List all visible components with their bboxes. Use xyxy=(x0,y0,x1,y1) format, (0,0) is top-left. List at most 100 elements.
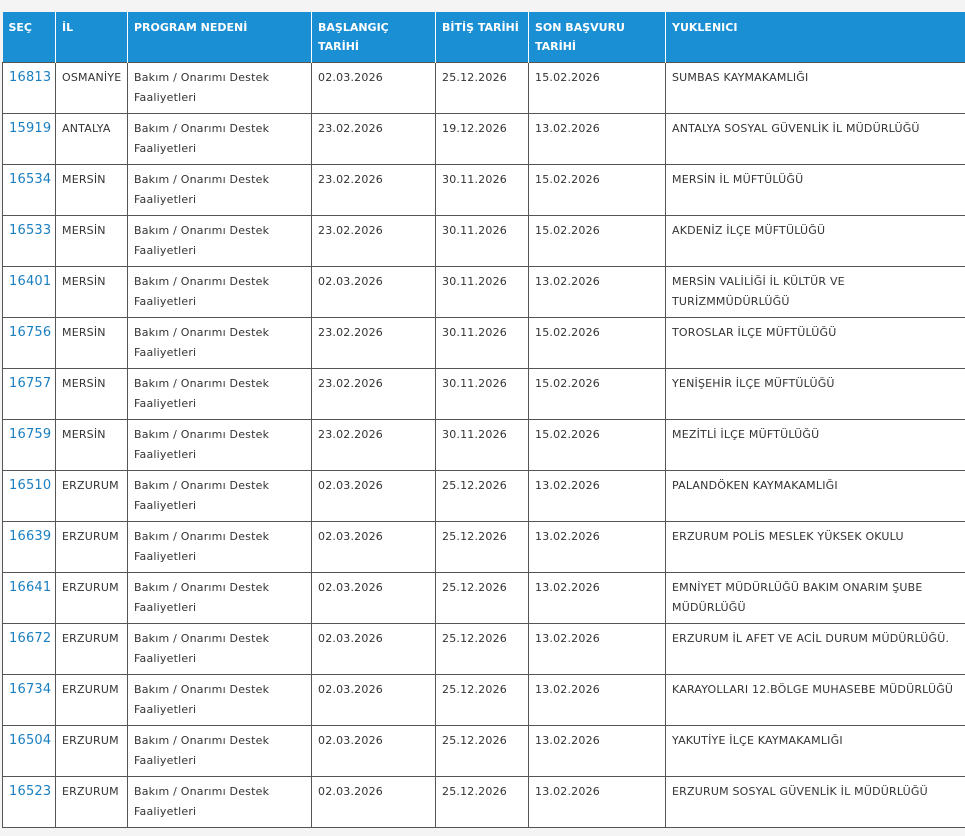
table-cell: 30.11.2026 xyxy=(435,266,529,318)
table-cell: KARAYOLLARI 12.BÖLGE MUHASEBE MÜDÜRLÜĞÜ xyxy=(665,674,965,726)
table-cell: Bakım / Onarımı Destek Faaliyetleri xyxy=(127,623,312,675)
table-cell: 15.02.2026 xyxy=(528,419,666,471)
record-id-link[interactable]: 16759 xyxy=(2,419,56,471)
table-row: 16534 MERSİN Bakım / Onarımı Destek Faaliy… xyxy=(2,164,965,216)
table-cell: Bakım / Onarımı Destek Faaliyetleri xyxy=(127,113,312,165)
table-cell: 25.12.2026 xyxy=(435,776,529,828)
table-cell: Bakım / Onarımı Destek Faaliyetleri xyxy=(127,572,312,624)
table-cell: Bakım / Onarımı Destek Faaliyetleri xyxy=(127,62,312,114)
table-cell: 25.12.2026 xyxy=(435,725,529,777)
table-row: 16672 ERZURUM Bakım / Onarımı Destek Faali… xyxy=(2,623,965,675)
table-cell: ERZURUM POLİS MESLEK YÜKSEK OKULU xyxy=(665,521,965,573)
table-cell: ERZURUM xyxy=(55,470,128,522)
table-cell: 25.12.2026 xyxy=(435,521,529,573)
table-cell: 30.11.2026 xyxy=(435,419,529,471)
record-id-link[interactable]: 16510 xyxy=(2,470,56,522)
table-cell: ERZURUM xyxy=(55,776,128,828)
record-id-link[interactable]: 16401 xyxy=(2,266,56,318)
record-id-link[interactable]: 16672 xyxy=(2,623,56,675)
table-cell: 13.02.2026 xyxy=(528,470,666,522)
table-row: 16639 ERZURUM Bakım / Onarımı Destek Faali… xyxy=(2,521,965,573)
table-row: 16756 MERSİN Bakım / Onarımı Destek Faaliy… xyxy=(2,317,965,369)
record-id-link[interactable]: 16533 xyxy=(2,215,56,267)
table-cell: Bakım / Onarımı Destek Faaliyetleri xyxy=(127,419,312,471)
table-row: 16813 OSMANİYE Bakım / Onarımı Destek Faal… xyxy=(2,62,965,114)
table-cell: MEZİTLİ İLÇE MÜFTÜLÜĞÜ xyxy=(665,419,965,471)
record-id-link[interactable]: 15919 xyxy=(2,113,56,165)
table-cell: 02.03.2026 xyxy=(311,623,436,675)
table-cell: 23.02.2026 xyxy=(311,113,436,165)
table-cell: 13.02.2026 xyxy=(528,623,666,675)
table-cell: 25.12.2026 xyxy=(435,674,529,726)
record-id-link[interactable]: 16639 xyxy=(2,521,56,573)
table-cell: SUMBAS KAYMAKAMLIĞI xyxy=(665,62,965,114)
table-cell: 30.11.2026 xyxy=(435,317,529,369)
table-cell: 13.02.2026 xyxy=(528,521,666,573)
table-cell: AKDENİZ İLÇE MÜFTÜLÜĞÜ xyxy=(665,215,965,267)
table-cell: 25.12.2026 xyxy=(435,62,529,114)
table-cell: Bakım / Onarımı Destek Faaliyetleri xyxy=(127,368,312,420)
record-id-link[interactable]: 16534 xyxy=(2,164,56,216)
table-cell: MERSİN xyxy=(55,419,128,471)
table-cell: 15.02.2026 xyxy=(528,368,666,420)
table-cell: Bakım / Onarımı Destek Faaliyetleri xyxy=(127,725,312,777)
record-id-link[interactable]: 16757 xyxy=(2,368,56,420)
table-row: 16523 ERZURUM Bakım / Onarımı Destek Faali… xyxy=(2,776,965,828)
table-cell: 25.12.2026 xyxy=(435,572,529,624)
table-cell: EMNİYET MÜDÜRLÜĞÜ BAKIM ONARIM ŞUBE MÜDÜ… xyxy=(665,572,965,624)
table-cell: 19.12.2026 xyxy=(435,113,529,165)
table-cell: Bakım / Onarımı Destek Faaliyetleri xyxy=(127,470,312,522)
record-id-link[interactable]: 16523 xyxy=(2,776,56,828)
table-cell: ERZURUM xyxy=(55,572,128,624)
table-cell: 13.02.2026 xyxy=(528,266,666,318)
table-row: 16757 MERSİN Bakım / Onarımı Destek Faaliy… xyxy=(2,368,965,420)
column-header: İL xyxy=(55,12,128,63)
table-cell: MERSİN VALİLİĞİ İL KÜLTÜR VE TURİZMMÜDÜR… xyxy=(665,266,965,318)
table-cell: TOROSLAR İLÇE MÜFTÜLÜĞÜ xyxy=(665,317,965,369)
table-cell: 02.03.2026 xyxy=(311,674,436,726)
table-cell: 02.03.2026 xyxy=(311,470,436,522)
table-cell: ERZURUM SOSYAL GÜVENLİK İL MÜDÜRLÜĞÜ xyxy=(665,776,965,828)
record-id-link[interactable]: 16504 xyxy=(2,725,56,777)
table-cell: 15.02.2026 xyxy=(528,317,666,369)
table-row: 16504 ERZURUM Bakım / Onarımı Destek Faali… xyxy=(2,725,965,777)
table-cell: Bakım / Onarımı Destek Faaliyetleri xyxy=(127,521,312,573)
table-cell: ERZURUM xyxy=(55,725,128,777)
table-cell: YENİŞEHİR İLÇE MÜFTÜLÜĞÜ xyxy=(665,368,965,420)
record-id-link[interactable]: 16813 xyxy=(2,62,56,114)
table-cell: 02.03.2026 xyxy=(311,266,436,318)
table-cell: 13.02.2026 xyxy=(528,113,666,165)
record-id-link[interactable]: 16756 xyxy=(2,317,56,369)
table-cell: 13.02.2026 xyxy=(528,674,666,726)
table-body: 16813 OSMANİYE Bakım / Onarımı Destek Faal… xyxy=(2,62,965,828)
record-id-link[interactable]: 16734 xyxy=(2,674,56,726)
column-header: YUKLENICI xyxy=(665,12,965,63)
table-cell: ERZURUM xyxy=(55,674,128,726)
header-row: SEÇ İL PROGRAM NEDENİ BAŞLANGIÇ TARİHİ BİTİŞ… xyxy=(2,12,965,63)
table-cell: Bakım / Onarımı Destek Faaliyetleri xyxy=(127,215,312,267)
results-table: SEÇ İL PROGRAM NEDENİ BAŞLANGIÇ TARİHİ BİTİŞ… xyxy=(2,12,965,828)
table-cell: 13.02.2026 xyxy=(528,776,666,828)
table-row: 16401 MERSİN Bakım / Onarımı Destek Faaliy… xyxy=(2,266,965,318)
table-cell: 30.11.2026 xyxy=(435,215,529,267)
column-header: SEÇ xyxy=(2,12,56,63)
table-cell: 02.03.2026 xyxy=(311,521,436,573)
table-cell: 25.12.2026 xyxy=(435,623,529,675)
table-cell: ANTALYA xyxy=(55,113,128,165)
table-cell: 15.02.2026 xyxy=(528,164,666,216)
table-cell: MERSİN İL MÜFTÜLÜĞÜ xyxy=(665,164,965,216)
column-header: PROGRAM NEDENİ xyxy=(127,12,312,63)
table-cell: Bakım / Onarımı Destek Faaliyetleri xyxy=(127,164,312,216)
record-id-link[interactable]: 16641 xyxy=(2,572,56,624)
table-cell: Bakım / Onarımı Destek Faaliyetleri xyxy=(127,266,312,318)
column-header: BAŞLANGIÇ TARİHİ xyxy=(311,12,436,63)
table-cell: ERZURUM xyxy=(55,521,128,573)
table-cell: PALANDÖKEN KAYMAKAMLIĞI xyxy=(665,470,965,522)
table-row: 16734 ERZURUM Bakım / Onarımı Destek Faali… xyxy=(2,674,965,726)
table-cell: Bakım / Onarımı Destek Faaliyetleri xyxy=(127,674,312,726)
table-cell: 30.11.2026 xyxy=(435,368,529,420)
table-cell: 23.02.2026 xyxy=(311,317,436,369)
table-cell: YAKUTİYE İLÇE KAYMAKAMLIĞI xyxy=(665,725,965,777)
table-cell: 23.02.2026 xyxy=(311,215,436,267)
table-cell: ERZURUM xyxy=(55,623,128,675)
